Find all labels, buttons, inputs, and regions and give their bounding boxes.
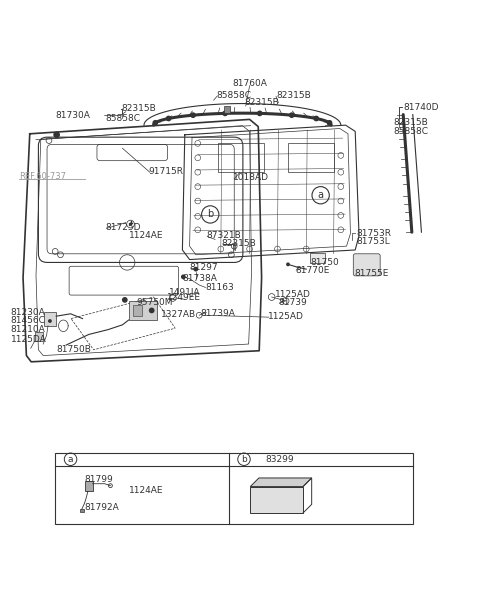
Text: REF.60-737: REF.60-737 xyxy=(19,172,66,181)
Text: 85858C: 85858C xyxy=(394,127,429,136)
Text: 1018AD: 1018AD xyxy=(233,173,269,182)
Text: 81739A: 81739A xyxy=(201,309,236,318)
Bar xyxy=(35,331,43,341)
FancyBboxPatch shape xyxy=(353,254,380,276)
Text: 91715R: 91715R xyxy=(149,167,184,176)
Text: 1125DA: 1125DA xyxy=(11,335,46,344)
Text: 1125AD: 1125AD xyxy=(275,290,311,299)
Text: 85858C: 85858C xyxy=(216,91,251,100)
Text: 82315B: 82315B xyxy=(245,98,279,107)
Bar xyxy=(44,312,56,326)
Text: 81730A: 81730A xyxy=(55,111,90,120)
Text: a: a xyxy=(68,455,73,464)
Circle shape xyxy=(190,112,196,118)
Text: 81755E: 81755E xyxy=(354,270,389,279)
Bar xyxy=(133,305,142,316)
Text: 85858C: 85858C xyxy=(106,114,141,123)
Text: b: b xyxy=(241,455,247,464)
Bar xyxy=(80,508,84,511)
Text: 1124AE: 1124AE xyxy=(129,231,163,240)
Text: 81230A: 81230A xyxy=(11,308,45,317)
Text: 81753R: 81753R xyxy=(356,229,391,238)
Circle shape xyxy=(286,263,290,266)
Text: 81163: 81163 xyxy=(205,283,234,292)
Circle shape xyxy=(149,308,155,313)
Bar xyxy=(129,301,157,320)
Text: 1124AE: 1124AE xyxy=(129,486,163,495)
Text: 1125AD: 1125AD xyxy=(268,312,304,321)
Circle shape xyxy=(129,223,132,226)
Circle shape xyxy=(166,116,171,121)
Text: 81792A: 81792A xyxy=(84,503,119,512)
Text: 1249EE: 1249EE xyxy=(167,293,201,302)
Text: 81456C: 81456C xyxy=(11,315,46,324)
Circle shape xyxy=(257,110,263,116)
Text: 81210A: 81210A xyxy=(11,325,45,334)
Text: 81740D: 81740D xyxy=(403,103,439,112)
Bar xyxy=(250,486,303,513)
Circle shape xyxy=(222,110,228,116)
Circle shape xyxy=(153,120,158,126)
Circle shape xyxy=(326,120,332,126)
Text: 1491JA: 1491JA xyxy=(169,287,201,296)
Text: 81750: 81750 xyxy=(311,258,339,267)
Text: a: a xyxy=(318,190,324,200)
Text: 81725D: 81725D xyxy=(106,223,141,232)
Text: 1327AB: 1327AB xyxy=(161,310,196,319)
Circle shape xyxy=(313,116,319,121)
Bar xyxy=(55,453,413,523)
Text: 81760A: 81760A xyxy=(232,79,267,88)
Text: 81738A: 81738A xyxy=(182,274,217,283)
Circle shape xyxy=(53,131,60,138)
Text: 81770E: 81770E xyxy=(295,266,330,275)
Text: 81750B: 81750B xyxy=(57,345,92,354)
Text: 82315B: 82315B xyxy=(222,239,256,248)
Circle shape xyxy=(181,274,186,279)
Circle shape xyxy=(48,319,52,323)
Bar xyxy=(224,106,230,113)
Circle shape xyxy=(193,267,198,271)
Text: 81799: 81799 xyxy=(84,475,113,484)
Bar xyxy=(85,481,93,491)
Text: 82315B: 82315B xyxy=(394,118,428,127)
Text: 82315B: 82315B xyxy=(121,105,156,113)
Polygon shape xyxy=(250,478,312,486)
Circle shape xyxy=(122,297,128,303)
Text: 81297: 81297 xyxy=(190,263,218,271)
Text: 81753L: 81753L xyxy=(356,237,390,246)
Circle shape xyxy=(289,112,295,118)
Text: b: b xyxy=(207,210,214,219)
Bar xyxy=(218,143,264,172)
Text: 81739: 81739 xyxy=(278,298,307,307)
Bar xyxy=(310,253,325,263)
Text: 87321B: 87321B xyxy=(206,231,241,240)
Text: 95750M: 95750M xyxy=(137,298,173,307)
Text: 82315B: 82315B xyxy=(276,91,311,100)
Bar xyxy=(288,143,334,172)
Text: 83299: 83299 xyxy=(265,455,294,464)
